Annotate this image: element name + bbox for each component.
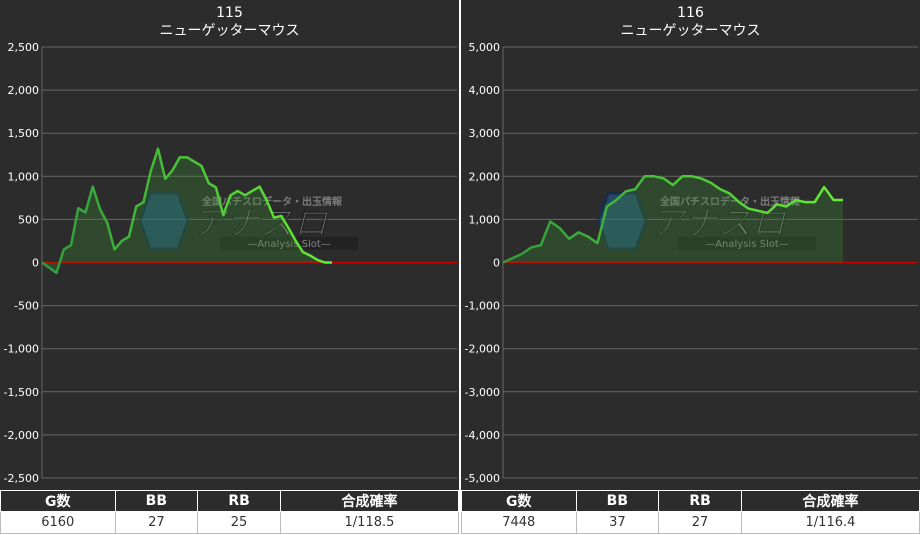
stats-value-rb: 25 xyxy=(197,511,281,534)
watermark-logo: アナスロ全国パチスロデータ・出玉情報—Analysis Slot— xyxy=(596,191,816,251)
y-tick-label: 2,000 xyxy=(469,170,501,183)
y-tick-label: 0 xyxy=(32,257,39,270)
y-tick-label: -500 xyxy=(14,300,39,313)
stats-header-row: G数 BB RB 合成確率 xyxy=(0,490,460,512)
stats-header: 合成確率 xyxy=(740,490,920,512)
chart-area: 2,500 2,000 1,500 1,000 500 0 -500 -1,000 -1,500… xyxy=(0,0,459,490)
chart-subtitle: ニューゲッターマウス xyxy=(159,23,300,39)
stats-value-row: 7448 37 27 1/116.4 xyxy=(461,511,920,534)
y-tick-label: -4,000 xyxy=(465,429,500,442)
watermark-icon xyxy=(138,191,190,251)
chart-title: 116 xyxy=(677,5,704,21)
y-tick-label: 5,000 xyxy=(469,41,501,54)
series-area xyxy=(42,148,332,273)
series-area xyxy=(503,176,843,263)
series-line xyxy=(502,175,843,264)
y-tick-label: 1,500 xyxy=(8,127,40,140)
series-line xyxy=(41,147,332,275)
watermark-band xyxy=(678,237,816,250)
y-tick-label: -2,000 xyxy=(465,343,500,356)
chart-svg: 5,000 4,000 3,000 2,000 1,000 0 -1,000 -2,000 -3… xyxy=(465,41,918,485)
chart-area: 5,000 4,000 3,000 2,000 1,000 0 -1,000 -2,000 -3… xyxy=(461,0,920,490)
chart-svg: 2,500 2,000 1,500 1,000 500 0 -500 -1,000 -1,500… xyxy=(4,41,457,485)
y-tick-label: -1,500 xyxy=(4,386,39,399)
stats-table: G数 BB RB 合成確率 7448 37 27 1/116.4 xyxy=(461,490,920,534)
stats-value-bb: 37 xyxy=(575,511,660,534)
stats-header: BB xyxy=(575,490,660,512)
y-tick-label: 1,000 xyxy=(8,170,40,183)
chart-title: 115 xyxy=(216,5,243,21)
y-tick-label: 0 xyxy=(493,257,500,270)
watermark-icon xyxy=(596,191,648,251)
y-tick-label: 4,000 xyxy=(469,84,501,97)
stats-value-probability: 1/116.4 xyxy=(740,511,920,534)
watermark-top-text: 全国パチスロデータ・出玉情報 xyxy=(659,195,801,208)
chart-panel-115: 2,500 2,000 1,500 1,000 500 0 -500 -1,000 -1,500… xyxy=(0,0,460,535)
watermark-band xyxy=(220,237,358,250)
stats-value-rb: 27 xyxy=(658,511,742,534)
y-tick-label: 2,000 xyxy=(8,84,40,97)
stats-header-row: G数 BB RB 合成確率 xyxy=(461,490,920,512)
chart-panel-116: 5,000 4,000 3,000 2,000 1,000 0 -1,000 -2,000 -3… xyxy=(461,0,920,535)
watermark-sub-text: —Analysis Slot— xyxy=(247,239,331,250)
watermark-top-text: 全国パチスロデータ・出玉情報 xyxy=(201,195,343,208)
stats-header: G数 xyxy=(461,490,577,512)
stats-value-row: 6160 27 25 1/118.5 xyxy=(0,511,460,534)
y-tick-label: -1,000 xyxy=(4,343,39,356)
y-tick-label: -5,000 xyxy=(465,472,500,485)
y-tick-label: 1,000 xyxy=(469,213,501,226)
chart-subtitle: ニューゲッターマウス xyxy=(620,23,761,39)
y-tick-label: 2,500 xyxy=(8,41,40,54)
watermark-sub-text: —Analysis Slot— xyxy=(705,239,789,250)
stats-header: BB xyxy=(114,490,199,512)
watermark-logo: アナスロ全国パチスロデータ・出玉情報—Analysis Slot— xyxy=(138,191,358,251)
stats-header: RB xyxy=(197,490,281,512)
stats-value-bb: 27 xyxy=(114,511,199,534)
y-tick-label: 3,000 xyxy=(469,127,501,140)
stats-header: G数 xyxy=(0,490,116,512)
y-tick-label: 500 xyxy=(18,213,39,226)
stats-table: G数 BB RB 合成確率 6160 27 25 1/118.5 xyxy=(0,490,460,534)
y-tick-label: -3,000 xyxy=(465,386,500,399)
stats-value-games: 6160 xyxy=(0,511,116,534)
y-tick-label: -2,000 xyxy=(4,429,39,442)
stats-value-games: 7448 xyxy=(461,511,577,534)
y-tick-label: -1,000 xyxy=(465,300,500,313)
stats-header: 合成確率 xyxy=(279,490,460,512)
stats-header: RB xyxy=(658,490,742,512)
stats-value-probability: 1/118.5 xyxy=(279,511,460,534)
y-tick-label: -2,500 xyxy=(4,472,39,485)
